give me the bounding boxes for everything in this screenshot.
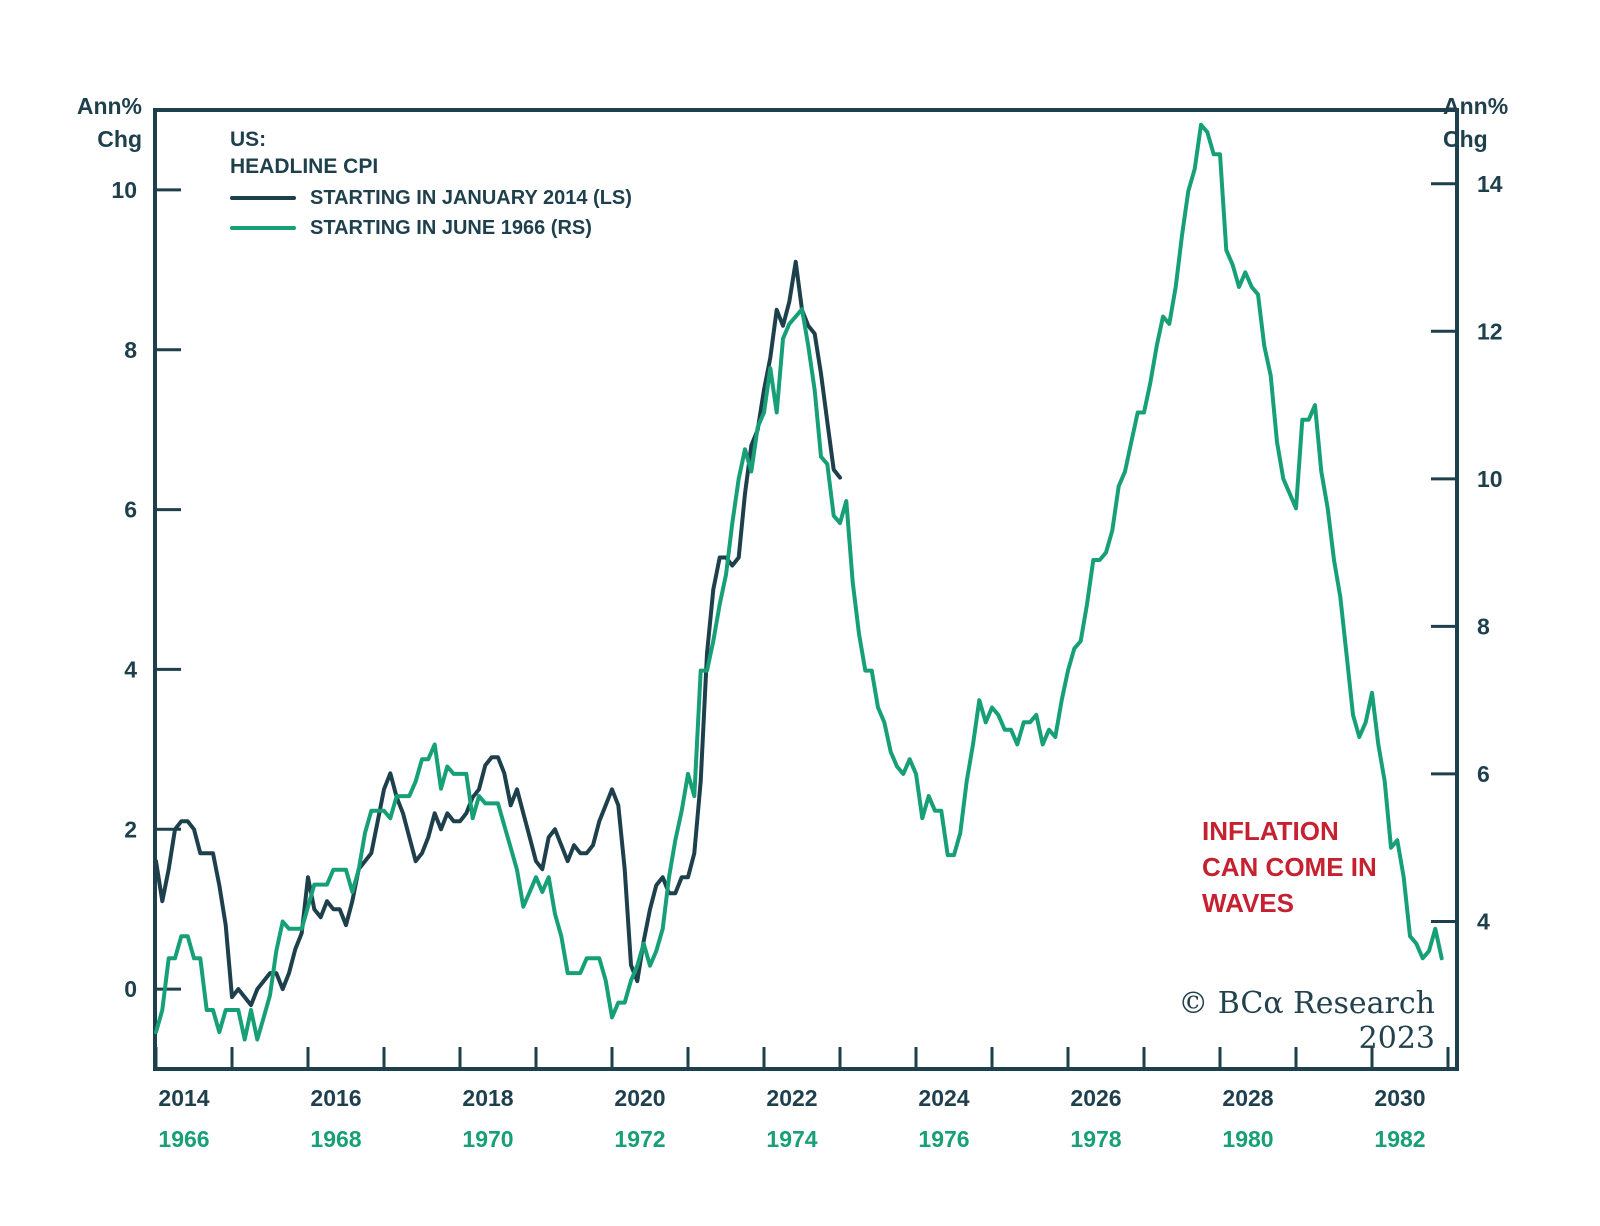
x-axis-year-green: 1978	[1070, 1126, 1121, 1152]
x-axis-year-green: 1966	[158, 1126, 209, 1152]
right-axis-tick-label: 6	[1477, 761, 1490, 787]
x-axis-year-dark: 2026	[1070, 1085, 1121, 1111]
x-axis-year-dark: 2016	[310, 1085, 361, 1111]
x-axis-year-dark: 2028	[1222, 1085, 1273, 1111]
bca-research-copyright: © BCα Research 2023	[1178, 986, 1435, 1056]
x-axis-year-green: 1972	[614, 1126, 665, 1152]
legend-entry-1966: STARTING IN JUNE 1966 (RS)	[230, 213, 632, 243]
legend-label-1966: STARTING IN JUNE 1966 (RS)	[310, 216, 592, 239]
legend-entry-2014: STARTING IN JANUARY 2014 (LS)	[230, 183, 632, 213]
right-axis-title-line2: Chg	[1443, 126, 1488, 152]
x-axis-year-dark: 2022	[766, 1085, 817, 1111]
plot-border	[153, 108, 1459, 1071]
x-axis-year-dark: 2030	[1374, 1085, 1425, 1111]
left-axis-title-line2: Chg	[97, 126, 142, 152]
left-axis-tick-label: 6	[124, 497, 137, 523]
x-axis-year-green: 1982	[1374, 1126, 1425, 1152]
legend-swatch-dark-line	[230, 196, 296, 200]
legend-title: HEADLINE CPI	[230, 155, 379, 178]
x-axis-year-green: 1974	[766, 1126, 817, 1152]
x-axis-year-dark: 2020	[614, 1085, 665, 1111]
x-axis-year-dark: 2018	[462, 1085, 513, 1111]
left-axis-tick-label: 8	[124, 337, 137, 363]
annotation-line1: INFLATION	[1202, 816, 1339, 846]
series-line-cpi-from-1966	[154, 122, 1444, 1042]
x-axis-year-green: 1976	[918, 1126, 969, 1152]
annotation-line2: CAN COME IN	[1202, 852, 1377, 882]
legend-swatch-green-line	[230, 226, 296, 230]
left-axis-title: Ann% Chg	[56, 90, 142, 156]
x-axis-year-green: 1968	[310, 1126, 361, 1152]
right-axis-tick-label: 12	[1477, 318, 1503, 344]
inflation-waves-annotation: INFLATION CAN COME IN WAVES	[1202, 813, 1377, 921]
right-axis-title-line1: Ann%	[1443, 93, 1509, 119]
x-axis-year-green: 1970	[462, 1126, 513, 1152]
x-axis-year-green: 1980	[1222, 1126, 1273, 1152]
left-axis-title-line1: Ann%	[76, 93, 142, 119]
legend-region: US:	[230, 128, 267, 151]
left-axis-tick-label: 0	[124, 976, 137, 1002]
x-axis-year-dark: 2014	[158, 1085, 209, 1111]
left-axis-tick-label: 4	[124, 656, 137, 682]
right-axis-tick-label: 4	[1477, 908, 1490, 934]
right-axis-title: Ann% Chg	[1443, 90, 1533, 156]
right-axis-tick-label: 10	[1477, 466, 1503, 492]
right-axis-tick-label: 14	[1477, 171, 1503, 197]
series-line-cpi-from-2014	[154, 259, 842, 1008]
x-axis-year-dark: 2024	[918, 1085, 969, 1111]
left-axis-tick-label: 2	[124, 816, 137, 842]
legend: US: HEADLINE CPI STARTING IN JANUARY 201…	[230, 126, 632, 243]
left-axis-tick-label: 10	[111, 177, 137, 203]
annotation-line3: WAVES	[1202, 888, 1294, 918]
legend-label-2014: STARTING IN JANUARY 2014 (LS)	[310, 186, 632, 209]
right-axis-tick-label: 8	[1477, 613, 1490, 639]
